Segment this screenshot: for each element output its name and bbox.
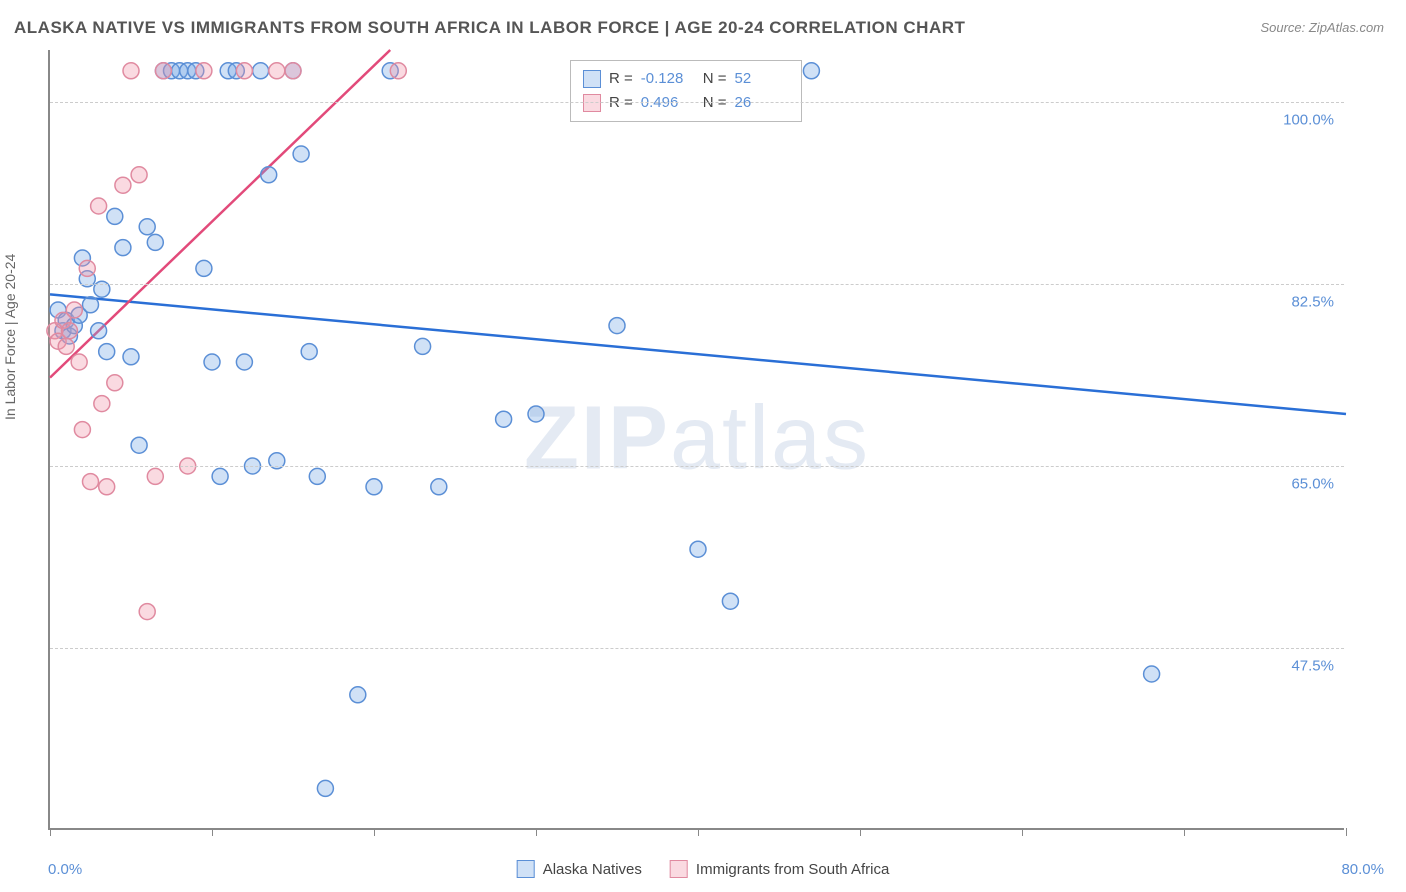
data-point: [139, 219, 155, 235]
legend-swatch: [670, 860, 688, 878]
gridline: [50, 466, 1344, 467]
data-point: [196, 63, 212, 79]
y-tick-label: 100.0%: [1283, 112, 1334, 129]
x-tick: [1346, 828, 1347, 836]
data-point: [431, 479, 447, 495]
data-point: [99, 479, 115, 495]
x-tick: [212, 828, 213, 836]
data-point: [1144, 666, 1160, 682]
data-point: [107, 208, 123, 224]
data-point: [74, 422, 90, 438]
data-point: [317, 780, 333, 796]
correlation-legend: R = -0.128 N = 52 R = 0.496 N = 26: [570, 60, 802, 122]
data-point: [131, 167, 147, 183]
y-axis-label: In Labor Force | Age 20-24: [2, 254, 18, 420]
chart-container: ALASKA NATIVE VS IMMIGRANTS FROM SOUTH A…: [0, 0, 1406, 892]
r-label: R =: [609, 67, 633, 91]
x-tick: [1184, 828, 1185, 836]
data-point: [253, 63, 269, 79]
data-point: [155, 63, 171, 79]
x-tick: [860, 828, 861, 836]
data-point: [609, 318, 625, 334]
data-point: [236, 354, 252, 370]
gridline: [50, 648, 1344, 649]
data-point: [212, 468, 228, 484]
data-point: [61, 323, 77, 339]
data-point: [496, 411, 512, 427]
y-tick-label: 65.0%: [1291, 476, 1334, 493]
legend-swatch: [517, 860, 535, 878]
data-point: [309, 468, 325, 484]
x-tick: [698, 828, 699, 836]
data-point: [79, 260, 95, 276]
data-point: [58, 338, 74, 354]
data-point: [123, 349, 139, 365]
n-label: N =: [703, 67, 727, 91]
data-point: [107, 375, 123, 391]
data-point: [147, 234, 163, 250]
data-point: [83, 474, 99, 490]
n-value: 26: [735, 91, 789, 115]
x-tick: [1022, 828, 1023, 836]
data-point: [115, 240, 131, 256]
legend-swatch: [583, 70, 601, 88]
data-point: [285, 63, 301, 79]
source-attribution: Source: ZipAtlas.com: [1260, 20, 1384, 35]
data-point: [803, 63, 819, 79]
x-axis-min-label: 0.0%: [48, 861, 82, 878]
legend-item: Immigrants from South Africa: [670, 860, 889, 878]
legend-item: Alaska Natives: [517, 860, 642, 878]
x-tick: [536, 828, 537, 836]
data-point: [366, 479, 382, 495]
r-value: -0.128: [641, 67, 695, 91]
plot-svg: [50, 50, 1344, 828]
data-point: [690, 541, 706, 557]
legend-swatch: [583, 94, 601, 112]
data-point: [293, 146, 309, 162]
data-point: [269, 63, 285, 79]
data-point: [147, 468, 163, 484]
data-point: [115, 177, 131, 193]
data-point: [261, 167, 277, 183]
legend-label: Alaska Natives: [543, 861, 642, 878]
legend-row: R = -0.128 N = 52: [583, 67, 789, 91]
data-point: [415, 338, 431, 354]
data-point: [123, 63, 139, 79]
data-point: [301, 344, 317, 360]
r-label: R =: [609, 91, 633, 115]
y-tick-label: 47.5%: [1291, 658, 1334, 675]
x-axis-max-label: 80.0%: [1341, 861, 1384, 878]
data-point: [99, 344, 115, 360]
y-tick-label: 82.5%: [1291, 294, 1334, 311]
series-legend: Alaska Natives Immigrants from South Afri…: [517, 860, 890, 878]
data-point: [71, 354, 87, 370]
data-point: [139, 604, 155, 620]
data-point: [83, 297, 99, 313]
chart-title: ALASKA NATIVE VS IMMIGRANTS FROM SOUTH A…: [14, 18, 965, 38]
r-value: 0.496: [641, 91, 695, 115]
data-point: [91, 323, 107, 339]
n-value: 52: [735, 67, 789, 91]
gridline: [50, 284, 1344, 285]
data-point: [722, 593, 738, 609]
legend-row: R = 0.496 N = 26: [583, 91, 789, 115]
plot-area: ZIPatlas R =-0.128N =52R =0.496N =26 47.…: [48, 50, 1344, 830]
x-tick: [50, 828, 51, 836]
gridline: [50, 102, 1344, 103]
data-point: [94, 396, 110, 412]
x-tick: [374, 828, 375, 836]
data-point: [528, 406, 544, 422]
data-point: [350, 687, 366, 703]
data-point: [66, 302, 82, 318]
legend-label: Immigrants from South Africa: [696, 861, 889, 878]
data-point: [236, 63, 252, 79]
n-label: N =: [703, 91, 727, 115]
data-point: [204, 354, 220, 370]
data-point: [196, 260, 212, 276]
data-point: [91, 198, 107, 214]
data-point: [390, 63, 406, 79]
data-point: [131, 437, 147, 453]
